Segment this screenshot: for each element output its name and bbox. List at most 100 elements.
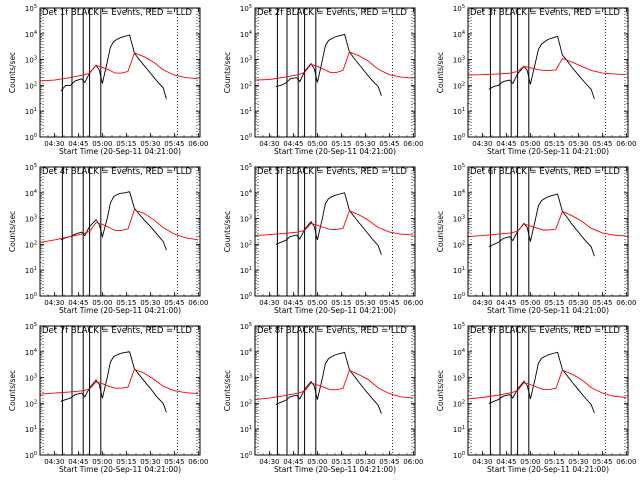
x-tick-label: 06:00 [616,140,636,148]
x-tick-label: 05:15 [116,458,136,466]
x-tick-label: 05:00 [307,458,327,466]
y-tick-label: 101 [25,266,37,275]
x-tick-label: 05:30 [355,299,375,307]
plot-frame [39,166,201,297]
panel-title: Det 4f BLACK = Events, RED = LLD [42,167,192,177]
y-axis-label: Counts/sec [8,52,17,93]
series-events-line [275,351,382,414]
y-tick-label: 102 [25,240,37,249]
series-lld-line [254,369,414,401]
y-tick-label: 100 [240,133,252,142]
series-events-line [488,351,595,414]
plot-frame [39,325,201,456]
y-tick-label: 103 [453,56,465,65]
series-lld-line [39,209,199,243]
x-tick-label: 04:45 [68,140,88,148]
x-tick-label: 05:00 [92,458,112,466]
y-tick-label: 101 [453,107,465,116]
y-tick-label: 105 [453,4,465,13]
x-tick-label: 05:15 [544,299,564,307]
x-tick-label: 04:45 [68,299,88,307]
x-tick-label: 04:45 [283,299,303,307]
series-lld-line [39,368,199,395]
y-tick-label: 102 [453,81,465,90]
y-tick-label: 104 [25,348,37,357]
x-tick-label: 04:30 [259,299,279,307]
y-axis-label: Counts/sec [223,370,232,411]
x-tick-label: 05:45 [164,299,184,307]
y-tick-label: 105 [240,163,252,172]
y-tick-label: 102 [453,399,465,408]
series-lld-line [254,210,414,237]
y-axis-label: Counts/sec [223,52,232,93]
y-tick-label: 105 [453,322,465,331]
panel-det-8: Det 8f BLACK = Events, RED = LLD 100 101 10… [223,322,423,474]
panel-det-9: Det 9f BLACK = Events, RED = LLD 100 101 10… [436,322,636,474]
y-tick-label: 101 [25,107,37,116]
panel-title: Det 6f BLACK = Events, RED = LLD [470,167,620,177]
y-tick-label: 100 [25,133,37,142]
panel-det-2: Det 2f BLACK = Events, RED = LLD 100 101 10… [223,4,423,156]
y-tick-label: 101 [453,425,465,434]
x-tick-label: 04:30 [472,458,492,466]
y-tick-label: 103 [25,56,37,65]
y-tick-label: 105 [240,4,252,13]
x-tick-label: 05:30 [140,299,160,307]
panel-title: Det 3f BLACK = Events, RED = LLD [470,8,620,18]
x-tick-label: 05:15 [544,458,564,466]
x-tick-label: 05:15 [331,458,351,466]
y-tick-label: 100 [453,133,465,142]
series-lld-line [467,57,627,76]
x-tick-label: 05:15 [331,299,351,307]
panel-det-6: Det 6f BLACK = Events, RED = LLD 100 101 10… [436,163,636,315]
panel-title: Det 9f BLACK = Events, RED = LLD [470,326,620,336]
x-tick-label: 05:00 [307,299,327,307]
x-tick-label: 04:45 [283,140,303,148]
series-lld-line [467,210,627,238]
y-tick-label: 102 [240,399,252,408]
y-tick-label: 103 [25,374,37,383]
y-tick-label: 101 [25,425,37,434]
y-tick-label: 102 [240,81,252,90]
x-axis-label: Start Time (20-Sep-11 04:21:00) [59,306,181,315]
y-tick-label: 105 [25,163,37,172]
y-axis-label: Counts/sec [436,370,445,411]
x-axis-label: Start Time (20-Sep-11 04:21:00) [274,306,396,315]
x-tick-label: 06:00 [403,299,423,307]
x-tick-label: 04:45 [496,299,516,307]
x-tick-label: 04:45 [496,458,516,466]
y-tick-label: 103 [453,215,465,224]
panel-det-4: Det 4f BLACK = Events, RED = LLD 100 101 10… [8,163,208,315]
x-tick-label: 05:30 [568,458,588,466]
y-axis-label: Counts/sec [223,211,232,252]
x-axis-label: Start Time (20-Sep-11 04:21:00) [274,147,396,156]
y-tick-label: 103 [240,215,252,224]
y-tick-label: 102 [25,399,37,408]
y-tick-label: 101 [240,425,252,434]
y-tick-label: 101 [453,266,465,275]
x-tick-label: 04:30 [259,458,279,466]
x-tick-label: 04:30 [44,299,64,307]
series-events-line [60,191,167,251]
series-lld-line [467,369,627,400]
x-tick-label: 05:15 [116,299,136,307]
x-tick-label: 05:45 [379,299,399,307]
x-tick-label: 05:30 [568,140,588,148]
x-tick-label: 05:45 [592,140,612,148]
y-tick-label: 104 [453,30,465,39]
x-tick-label: 06:00 [403,140,423,148]
series-events-line [60,34,167,100]
plot-frame [254,325,416,456]
y-axis-label: Counts/sec [436,211,445,252]
x-tick-label: 05:00 [92,299,112,307]
x-tick-label: 06:00 [188,299,208,307]
panel-title: Det 7f BLACK = Events, RED = LLD [42,326,192,336]
series-events-line [488,35,595,100]
x-tick-label: 05:15 [544,140,564,148]
y-axis-label: Counts/sec [436,52,445,93]
y-tick-label: 104 [240,30,252,39]
x-tick-label: 05:30 [140,458,160,466]
x-axis-label: Start Time (20-Sep-11 04:21:00) [59,465,181,474]
series-lld-line [39,52,199,82]
y-tick-label: 103 [240,374,252,383]
